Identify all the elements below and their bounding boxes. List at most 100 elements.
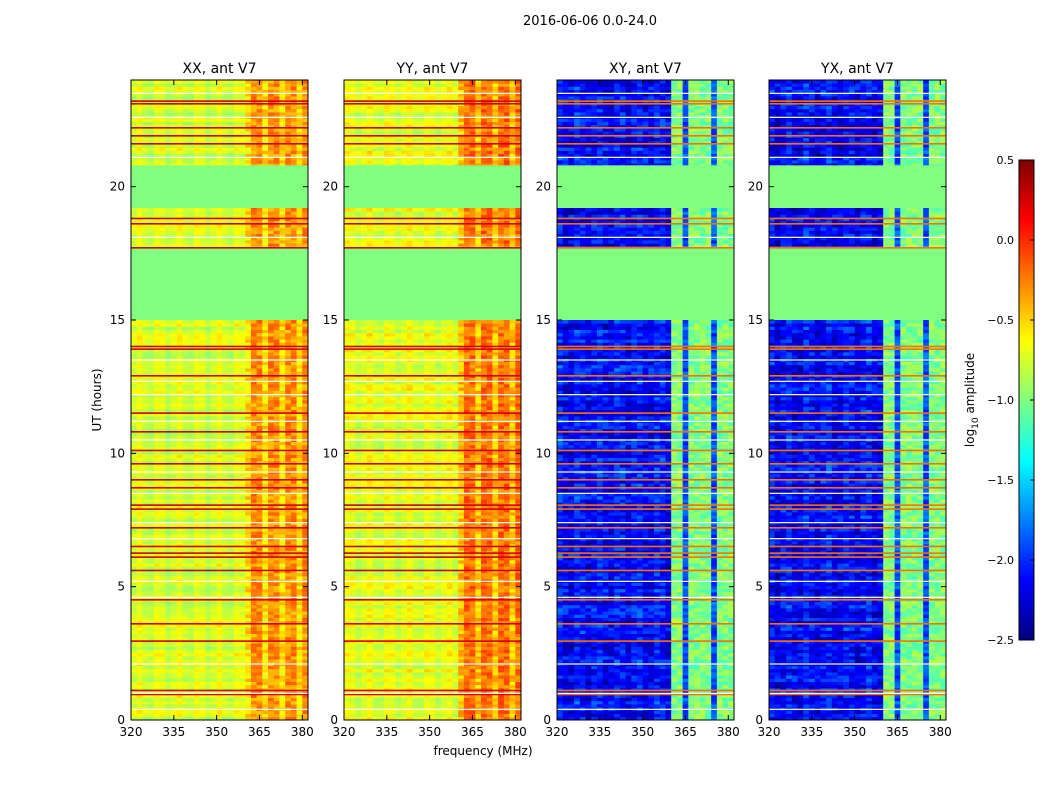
colorbar-tick-label: 0.0 (997, 234, 1015, 247)
y-tick-label: 20 (110, 180, 125, 194)
flagged-row (131, 412, 308, 414)
flagged-row (344, 348, 521, 350)
flagged-row (344, 504, 521, 506)
gap-row (131, 596, 308, 598)
colorbar-segment (1019, 512, 1034, 517)
colorbar-segment (1019, 212, 1034, 217)
colorbar-segment (1019, 492, 1034, 497)
x-tick-label: 350 (631, 725, 654, 739)
colorbar-segment (1019, 436, 1034, 441)
axes-frame (768, 79, 947, 721)
colorbar-segment (1019, 480, 1034, 485)
y-tick-label: 10 (110, 446, 125, 460)
y-tick-label: 5 (755, 580, 763, 594)
x-tick-label: 380 (929, 725, 952, 739)
colorbar-tick-label: −2.0 (987, 554, 1014, 567)
gap-row (557, 471, 734, 473)
flagged-row (557, 504, 734, 506)
y-tick-label: 15 (110, 313, 125, 327)
flagged-row (769, 375, 946, 377)
colorbar-segment (1019, 312, 1034, 317)
flagged-row (769, 103, 946, 105)
flagged-row (131, 693, 308, 696)
flagged-row (344, 545, 521, 548)
colorbar-segment (1019, 456, 1034, 461)
flagged-row (131, 640, 308, 642)
y-axis-label: UT (hours) (90, 368, 104, 431)
gap-row (557, 156, 734, 158)
colorbar-segment (1019, 320, 1034, 325)
flagged-row (557, 556, 734, 558)
y-tick-label: 15 (748, 313, 763, 327)
colorbar-segment (1019, 620, 1034, 625)
gap-row (344, 692, 521, 694)
colorbar-segment (1019, 412, 1034, 417)
flagged-row (557, 247, 734, 249)
colorbar-segment (1019, 600, 1034, 605)
colorbar-segment (1019, 252, 1034, 257)
flagged-row (557, 693, 734, 696)
x-tick-label: 365 (886, 725, 909, 739)
gap-row (769, 420, 946, 422)
flagged-row (557, 143, 734, 145)
flagged-row (769, 479, 946, 481)
colorbar-segment (1019, 496, 1034, 501)
gap-row (557, 439, 734, 441)
colorbar-segment (1019, 608, 1034, 613)
gap-row (131, 439, 308, 441)
colorbar-segment (1019, 284, 1034, 289)
colorbar-segment (1019, 232, 1034, 237)
gap-row (769, 359, 946, 361)
x-tick-label: 335 (800, 725, 823, 739)
gap-row (344, 156, 521, 158)
panel-xy: XY, ant V7 320 335 350 365 380 0 5 10 15 20 (536, 61, 740, 739)
colorbar-segment (1019, 528, 1034, 533)
flagged-row (344, 127, 521, 129)
y-tick-label: 0 (755, 713, 763, 727)
y-tick-label: 0 (330, 713, 338, 727)
y-tick-label: 0 (117, 713, 125, 727)
colorbar-segment (1019, 532, 1034, 537)
flagged-row (557, 223, 734, 225)
colorbar-segment (1019, 176, 1034, 181)
flagged-row (769, 640, 946, 642)
colorbar-segment (1019, 504, 1034, 509)
colorbar-segment (1019, 416, 1034, 421)
colorbar-tick-label: 0.5 (997, 154, 1015, 167)
flagged-row (344, 463, 521, 465)
gap-row (769, 708, 946, 710)
colorbar-segment (1019, 172, 1034, 177)
flagged-row (344, 100, 521, 102)
colorbar-segment (1019, 292, 1034, 297)
colorbar-segment (1019, 380, 1034, 385)
colorbar-segment (1019, 448, 1034, 453)
flagged-row (344, 599, 521, 601)
flagged-row (557, 552, 734, 554)
colorbar-segment (1019, 592, 1034, 597)
colorbar-segment (1019, 164, 1034, 169)
flagged-row (131, 135, 308, 137)
y-tick-label: 5 (543, 580, 551, 594)
colorbar-segment (1019, 224, 1034, 229)
colorbar-segment (1019, 628, 1034, 633)
y-tick-label: 10 (748, 446, 763, 460)
colorbar-segment (1019, 484, 1034, 489)
flagged-row (131, 504, 308, 506)
gap-row (344, 359, 521, 361)
y-tick-label: 10 (536, 446, 551, 460)
gap-row (769, 538, 946, 540)
x-tick-label: 365 (674, 725, 697, 739)
x-tick-label: 380 (717, 725, 740, 739)
gap-row (344, 439, 521, 441)
gap-row (769, 236, 946, 238)
flagged-row (769, 487, 946, 489)
gap-row (769, 156, 946, 158)
gap-row (344, 538, 521, 540)
colorbar-segment (1019, 352, 1034, 357)
flagged-row (769, 348, 946, 350)
flagged-row (769, 569, 946, 572)
colorbar-segment (1019, 180, 1034, 185)
x-axis-label: frequency (MHz) (433, 744, 532, 758)
flagged-row (344, 217, 521, 220)
no-data-block (344, 165, 521, 208)
